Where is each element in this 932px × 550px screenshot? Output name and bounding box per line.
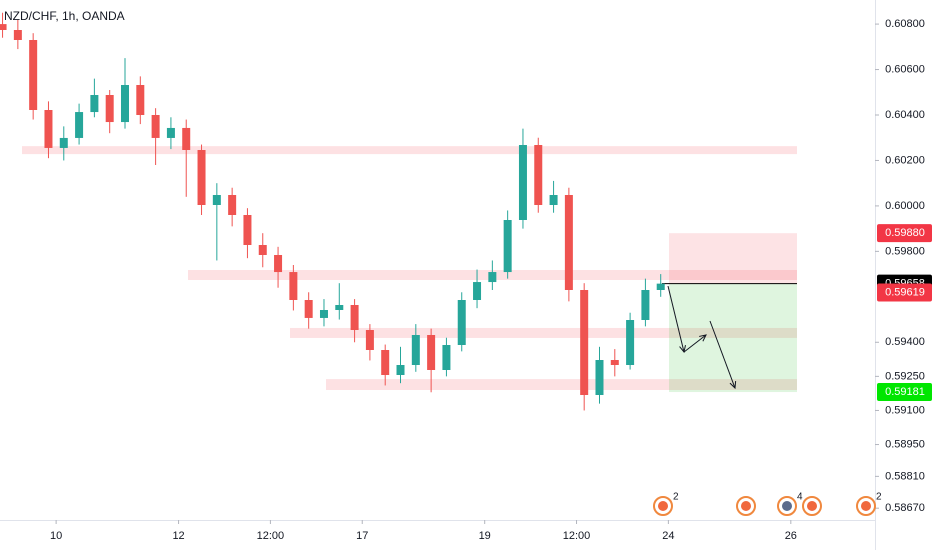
candle-body [350, 305, 359, 330]
candle-body [381, 350, 390, 375]
x-tick-label: 10 [50, 530, 62, 542]
candle-body [595, 360, 604, 395]
event-count: 4 [797, 492, 803, 503]
candle-body [212, 195, 221, 205]
y-tick-label: 0.60800 [885, 18, 925, 30]
event-icon-inner [861, 501, 871, 511]
candle-body [549, 195, 558, 205]
candle-body [442, 345, 451, 370]
candle-body [0, 24, 7, 30]
candle-body [411, 335, 420, 365]
candle-body [59, 137, 68, 148]
price-marker-label: 0.59880 [885, 227, 925, 239]
candle-body [488, 272, 497, 283]
drawing-arrow [709, 320, 736, 389]
x-tick-label: 12:00 [563, 530, 591, 542]
price-marker [877, 224, 932, 243]
target-zone [669, 283, 797, 393]
drawing-arrow [667, 285, 685, 353]
x-tick-label: 12:00 [257, 530, 285, 542]
candle-body [274, 255, 283, 273]
price-marker-label: 0.59619 [885, 286, 925, 298]
y-tick-label: 0.60000 [885, 200, 925, 212]
y-tick-label: 0.58810 [885, 470, 925, 482]
x-tick-label: 17 [356, 530, 368, 542]
candle-body [243, 215, 252, 245]
candle-body [534, 145, 543, 205]
event-count: 2 [876, 492, 882, 503]
x-tick-label: 19 [479, 530, 491, 542]
zone [326, 379, 797, 390]
candle-body [121, 85, 129, 123]
y-tick-label: 0.59800 [885, 245, 925, 257]
candle-body [289, 272, 298, 300]
candle-body [503, 220, 512, 273]
candle-body [396, 365, 405, 375]
plot-area [0, 12, 797, 411]
candle-body [13, 30, 22, 40]
y-tick-label: 0.59250 [885, 370, 925, 382]
stop-zone [669, 233, 797, 284]
candle-body [136, 85, 145, 115]
candle-body [105, 95, 114, 123]
y-tick-label: 0.58670 [885, 502, 925, 514]
candle-body [473, 282, 482, 300]
x-tick-label: 26 [785, 530, 797, 542]
candle-body [75, 112, 84, 138]
candle-body [197, 150, 206, 205]
y-tick-label: 0.59400 [885, 336, 925, 348]
price-marker [877, 283, 932, 302]
event-icon-inner [741, 501, 751, 511]
event-count: 2 [673, 492, 679, 503]
chart-title: NZD/CHF, 1h, OANDA [4, 9, 125, 23]
candle-body [151, 115, 160, 138]
candle-body [304, 300, 313, 318]
candle-body [90, 95, 99, 113]
candle-body [656, 283, 665, 290]
x-tick-label: 24 [662, 530, 674, 542]
candle-body [44, 110, 53, 148]
candle-body [319, 310, 328, 318]
candle-body [427, 335, 436, 370]
arrow-head [729, 380, 737, 390]
event-icon-inner [782, 501, 792, 511]
y-tick-label: 0.60200 [885, 154, 925, 166]
event-icon-inner [807, 501, 817, 511]
y-tick-label: 0.60600 [885, 63, 925, 75]
candle-body [29, 40, 38, 110]
candle-body [335, 305, 344, 310]
candle-body [610, 360, 619, 365]
arrow-head [699, 334, 707, 342]
y-tick-label: 0.59100 [885, 404, 925, 416]
zone [290, 327, 797, 338]
candle-body [228, 195, 237, 215]
zone [22, 146, 797, 155]
event-icon-inner [658, 501, 668, 511]
price-marker-label: 0.59181 [885, 386, 925, 398]
x-tick-label: 12 [172, 530, 184, 542]
candle-body [457, 300, 466, 345]
candle-body [641, 290, 650, 320]
candle-body [626, 320, 635, 365]
candle-body [166, 127, 175, 138]
candle-body [564, 195, 573, 290]
candle-body [182, 127, 191, 150]
candle-body [580, 290, 589, 395]
price-marker [877, 383, 932, 402]
y-tick-label: 0.60400 [885, 109, 925, 121]
y-tick-label: 0.58950 [885, 438, 925, 450]
candle-body [518, 145, 527, 220]
drawing-arrow [683, 334, 707, 353]
candle-body [365, 330, 374, 350]
candle-body [258, 245, 267, 255]
